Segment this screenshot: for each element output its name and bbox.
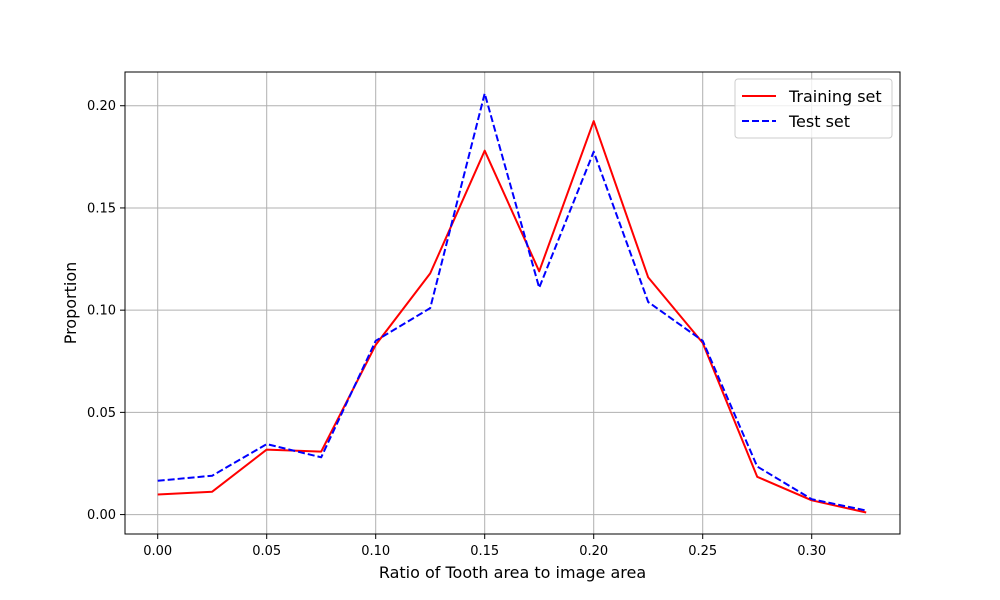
legend: Training set Test set [734,78,893,139]
x-axis-ticks: 0.00 0.05 0.10 0.15 0.20 0.25 0.30 [143,534,826,559]
series-line-1 [157,120,867,514]
legend-label-1: Training set [788,87,882,106]
y-tick-label: 0.05 [87,406,116,421]
x-tick-label: 0.10 [361,544,390,559]
x-axis-label: Ratio of Tooth area to image area [379,563,646,582]
x-tick-label: 0.25 [688,544,717,559]
x-tick-label: 0.15 [470,544,499,559]
x-tick-label: 0.05 [252,544,281,559]
x-tick-label: 0.00 [143,544,172,559]
grid-lines [125,72,900,534]
x-tick-label: 0.20 [579,544,608,559]
y-tick-label: 0.00 [87,508,116,523]
plot-frame [124,71,901,535]
legend-label-2: Test set [788,112,850,131]
legend-box [734,78,893,139]
y-axis-ticks: 0.00 0.05 0.10 0.15 0.20 [87,99,125,523]
plot-lines [157,92,867,514]
x-tick-label: 0.30 [797,544,826,559]
y-tick-label: 0.20 [87,99,116,114]
series-line-2 [157,92,867,512]
y-axis-label: Proportion [61,262,80,345]
y-tick-label: 0.10 [87,304,116,319]
y-tick-label: 0.15 [87,201,116,216]
